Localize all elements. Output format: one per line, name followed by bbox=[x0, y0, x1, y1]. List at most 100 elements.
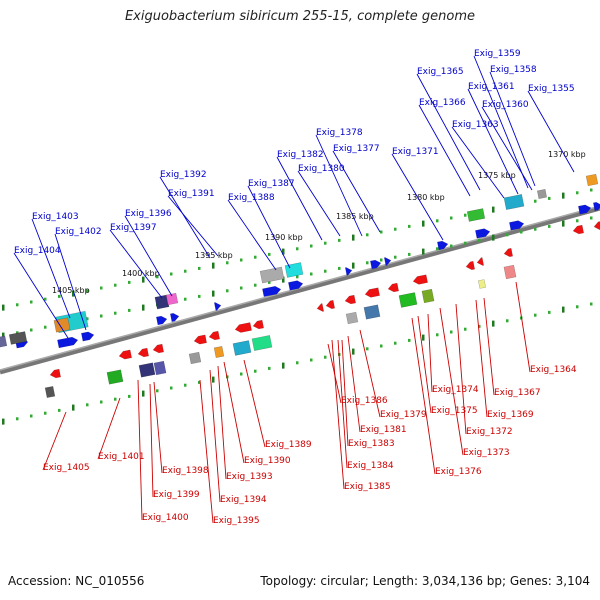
plus-gene-arrow[interactable] bbox=[578, 204, 592, 215]
feature-block[interactable] bbox=[165, 292, 179, 306]
minus-gene-arrow[interactable] bbox=[234, 322, 252, 334]
minus-gene-label[interactable]: Exig_1389 bbox=[265, 440, 312, 450]
plus-gene-label[interactable]: Exig_1371 bbox=[392, 147, 439, 157]
minus-gene-arrow[interactable] bbox=[325, 299, 336, 309]
feature-block[interactable] bbox=[153, 360, 167, 376]
minus-gene-label[interactable]: Exig_1369 bbox=[487, 410, 534, 420]
plus-gene-arrow[interactable] bbox=[57, 336, 79, 349]
minus-gene-arrow[interactable] bbox=[593, 220, 600, 230]
plus-gene-label[interactable]: Exig_1359 bbox=[474, 49, 521, 59]
minus-gene-label[interactable]: Exig_1394 bbox=[220, 495, 267, 505]
plus-gene-label[interactable]: Exig_1365 bbox=[417, 67, 464, 77]
plus-gene-arrow[interactable] bbox=[156, 315, 168, 326]
plus-gene-label[interactable]: Exig_1363 bbox=[452, 120, 499, 130]
plus-gene-arrow[interactable] bbox=[169, 312, 180, 323]
minus-gene-arrow[interactable] bbox=[316, 303, 325, 312]
plus-gene-arrow[interactable] bbox=[213, 301, 222, 311]
plus-gene-arrow[interactable] bbox=[344, 266, 353, 276]
minus-gene-label[interactable]: Exig_1376 bbox=[435, 467, 482, 477]
minus-gene-label[interactable]: Exig_1379 bbox=[380, 410, 427, 420]
feature-block[interactable] bbox=[585, 173, 599, 187]
minus-gene-label[interactable]: Exig_1374 bbox=[432, 385, 479, 395]
feature-block[interactable] bbox=[138, 362, 156, 378]
minus-gene-arrow[interactable] bbox=[465, 260, 476, 270]
minus-gene-arrow[interactable] bbox=[412, 274, 428, 286]
minus-gene-label[interactable]: Exig_1384 bbox=[347, 461, 394, 471]
minus-gene-label[interactable]: Exig_1367 bbox=[494, 388, 541, 398]
feature-block[interactable] bbox=[251, 335, 273, 351]
minus-gene-arrow[interactable] bbox=[344, 294, 356, 305]
plus-gene-arrow[interactable] bbox=[475, 228, 491, 239]
minus-gene-label[interactable]: Exig_1399 bbox=[153, 490, 200, 500]
plus-gene-arrow[interactable] bbox=[437, 240, 449, 251]
feature-block[interactable] bbox=[536, 188, 548, 200]
plus-gene-arrow[interactable] bbox=[288, 280, 304, 291]
plus-gene-label[interactable]: Exig_1388 bbox=[228, 193, 275, 203]
plus-gene-label[interactable]: Exig_1361 bbox=[468, 82, 515, 92]
feature-block[interactable] bbox=[259, 266, 285, 284]
feature-block[interactable] bbox=[421, 288, 435, 304]
plus-gene-label[interactable]: Exig_1382 bbox=[277, 150, 324, 160]
feature-block[interactable] bbox=[232, 340, 252, 356]
minus-gene-label[interactable]: Exig_1395 bbox=[213, 516, 260, 526]
plus-gene-label[interactable]: Exig_1404 bbox=[14, 246, 61, 256]
minus-gene-label[interactable]: Exig_1390 bbox=[244, 456, 291, 466]
feature-block[interactable] bbox=[8, 331, 28, 345]
minus-gene-arrow[interactable] bbox=[49, 368, 61, 379]
minus-gene-arrow[interactable] bbox=[572, 224, 584, 235]
feature-block[interactable] bbox=[503, 194, 525, 210]
feature-block[interactable] bbox=[398, 292, 418, 308]
minus-gene-arrow[interactable] bbox=[387, 282, 399, 293]
plus-gene-label[interactable]: Exig_1377 bbox=[333, 144, 380, 154]
plus-gene-arrow[interactable] bbox=[81, 331, 95, 342]
plus-gene-label[interactable]: Exig_1380 bbox=[298, 164, 345, 174]
plus-gene-label[interactable]: Exig_1392 bbox=[160, 170, 207, 180]
minus-gene-arrow[interactable] bbox=[118, 349, 132, 360]
plus-gene-arrow[interactable] bbox=[370, 259, 382, 270]
feature-block[interactable] bbox=[0, 335, 8, 349]
minus-gene-label[interactable]: Exig_1381 bbox=[360, 425, 407, 435]
plus-gene-label[interactable]: Exig_1355 bbox=[528, 84, 575, 94]
plus-gene-label[interactable]: Exig_1397 bbox=[110, 223, 157, 233]
feature-block[interactable] bbox=[363, 304, 381, 320]
feature-block[interactable] bbox=[503, 264, 517, 280]
minus-gene-label[interactable]: Exig_1375 bbox=[431, 406, 478, 416]
feature-block[interactable] bbox=[284, 262, 304, 278]
minus-gene-arrow[interactable] bbox=[364, 287, 380, 299]
minus-gene-label[interactable]: Exig_1405 bbox=[43, 463, 90, 473]
minus-gene-arrow[interactable] bbox=[252, 319, 264, 330]
plus-gene-arrow[interactable] bbox=[383, 256, 392, 266]
minus-gene-arrow[interactable] bbox=[208, 330, 220, 341]
minus-gene-label[interactable]: Exig_1372 bbox=[466, 427, 513, 437]
plus-gene-label[interactable]: Exig_1402 bbox=[55, 227, 102, 237]
minus-gene-label[interactable]: Exig_1373 bbox=[463, 448, 510, 458]
feature-block[interactable] bbox=[213, 346, 225, 358]
feature-block[interactable] bbox=[477, 279, 487, 289]
plus-gene-arrow[interactable] bbox=[262, 285, 282, 297]
feature-block[interactable] bbox=[466, 208, 486, 222]
plus-gene-label[interactable]: Exig_1366 bbox=[419, 98, 466, 108]
minus-gene-label[interactable]: Exig_1400 bbox=[142, 513, 189, 523]
minus-gene-label[interactable]: Exig_1364 bbox=[530, 365, 577, 375]
minus-gene-label[interactable]: Exig_1401 bbox=[98, 452, 145, 462]
plus-gene-label[interactable]: Exig_1378 bbox=[316, 128, 363, 138]
minus-gene-label[interactable]: Exig_1398 bbox=[162, 466, 209, 476]
feature-block[interactable] bbox=[345, 311, 359, 325]
plus-gene-label[interactable]: Exig_1387 bbox=[248, 179, 295, 189]
plus-gene-label[interactable]: Exig_1396 bbox=[125, 209, 172, 219]
plus-gene-label[interactable]: Exig_1360 bbox=[482, 100, 529, 110]
minus-gene-label[interactable]: Exig_1385 bbox=[344, 482, 391, 492]
plus-gene-arrow[interactable] bbox=[509, 220, 525, 231]
minus-gene-label[interactable]: Exig_1393 bbox=[226, 472, 273, 482]
minus-gene-arrow[interactable] bbox=[152, 343, 164, 354]
minus-gene-arrow[interactable] bbox=[503, 247, 514, 257]
minus-gene-label[interactable]: Exig_1383 bbox=[348, 439, 395, 449]
plus-gene-label[interactable]: Exig_1391 bbox=[168, 189, 215, 199]
feature-block[interactable] bbox=[106, 369, 124, 385]
minus-gene-label[interactable]: Exig_1386 bbox=[341, 396, 388, 406]
feature-block[interactable] bbox=[188, 351, 202, 365]
plus-gene-label[interactable]: Exig_1358 bbox=[490, 65, 537, 75]
feature-block[interactable] bbox=[44, 386, 56, 398]
minus-gene-arrow[interactable] bbox=[193, 334, 207, 345]
minus-gene-arrow[interactable] bbox=[476, 257, 485, 266]
